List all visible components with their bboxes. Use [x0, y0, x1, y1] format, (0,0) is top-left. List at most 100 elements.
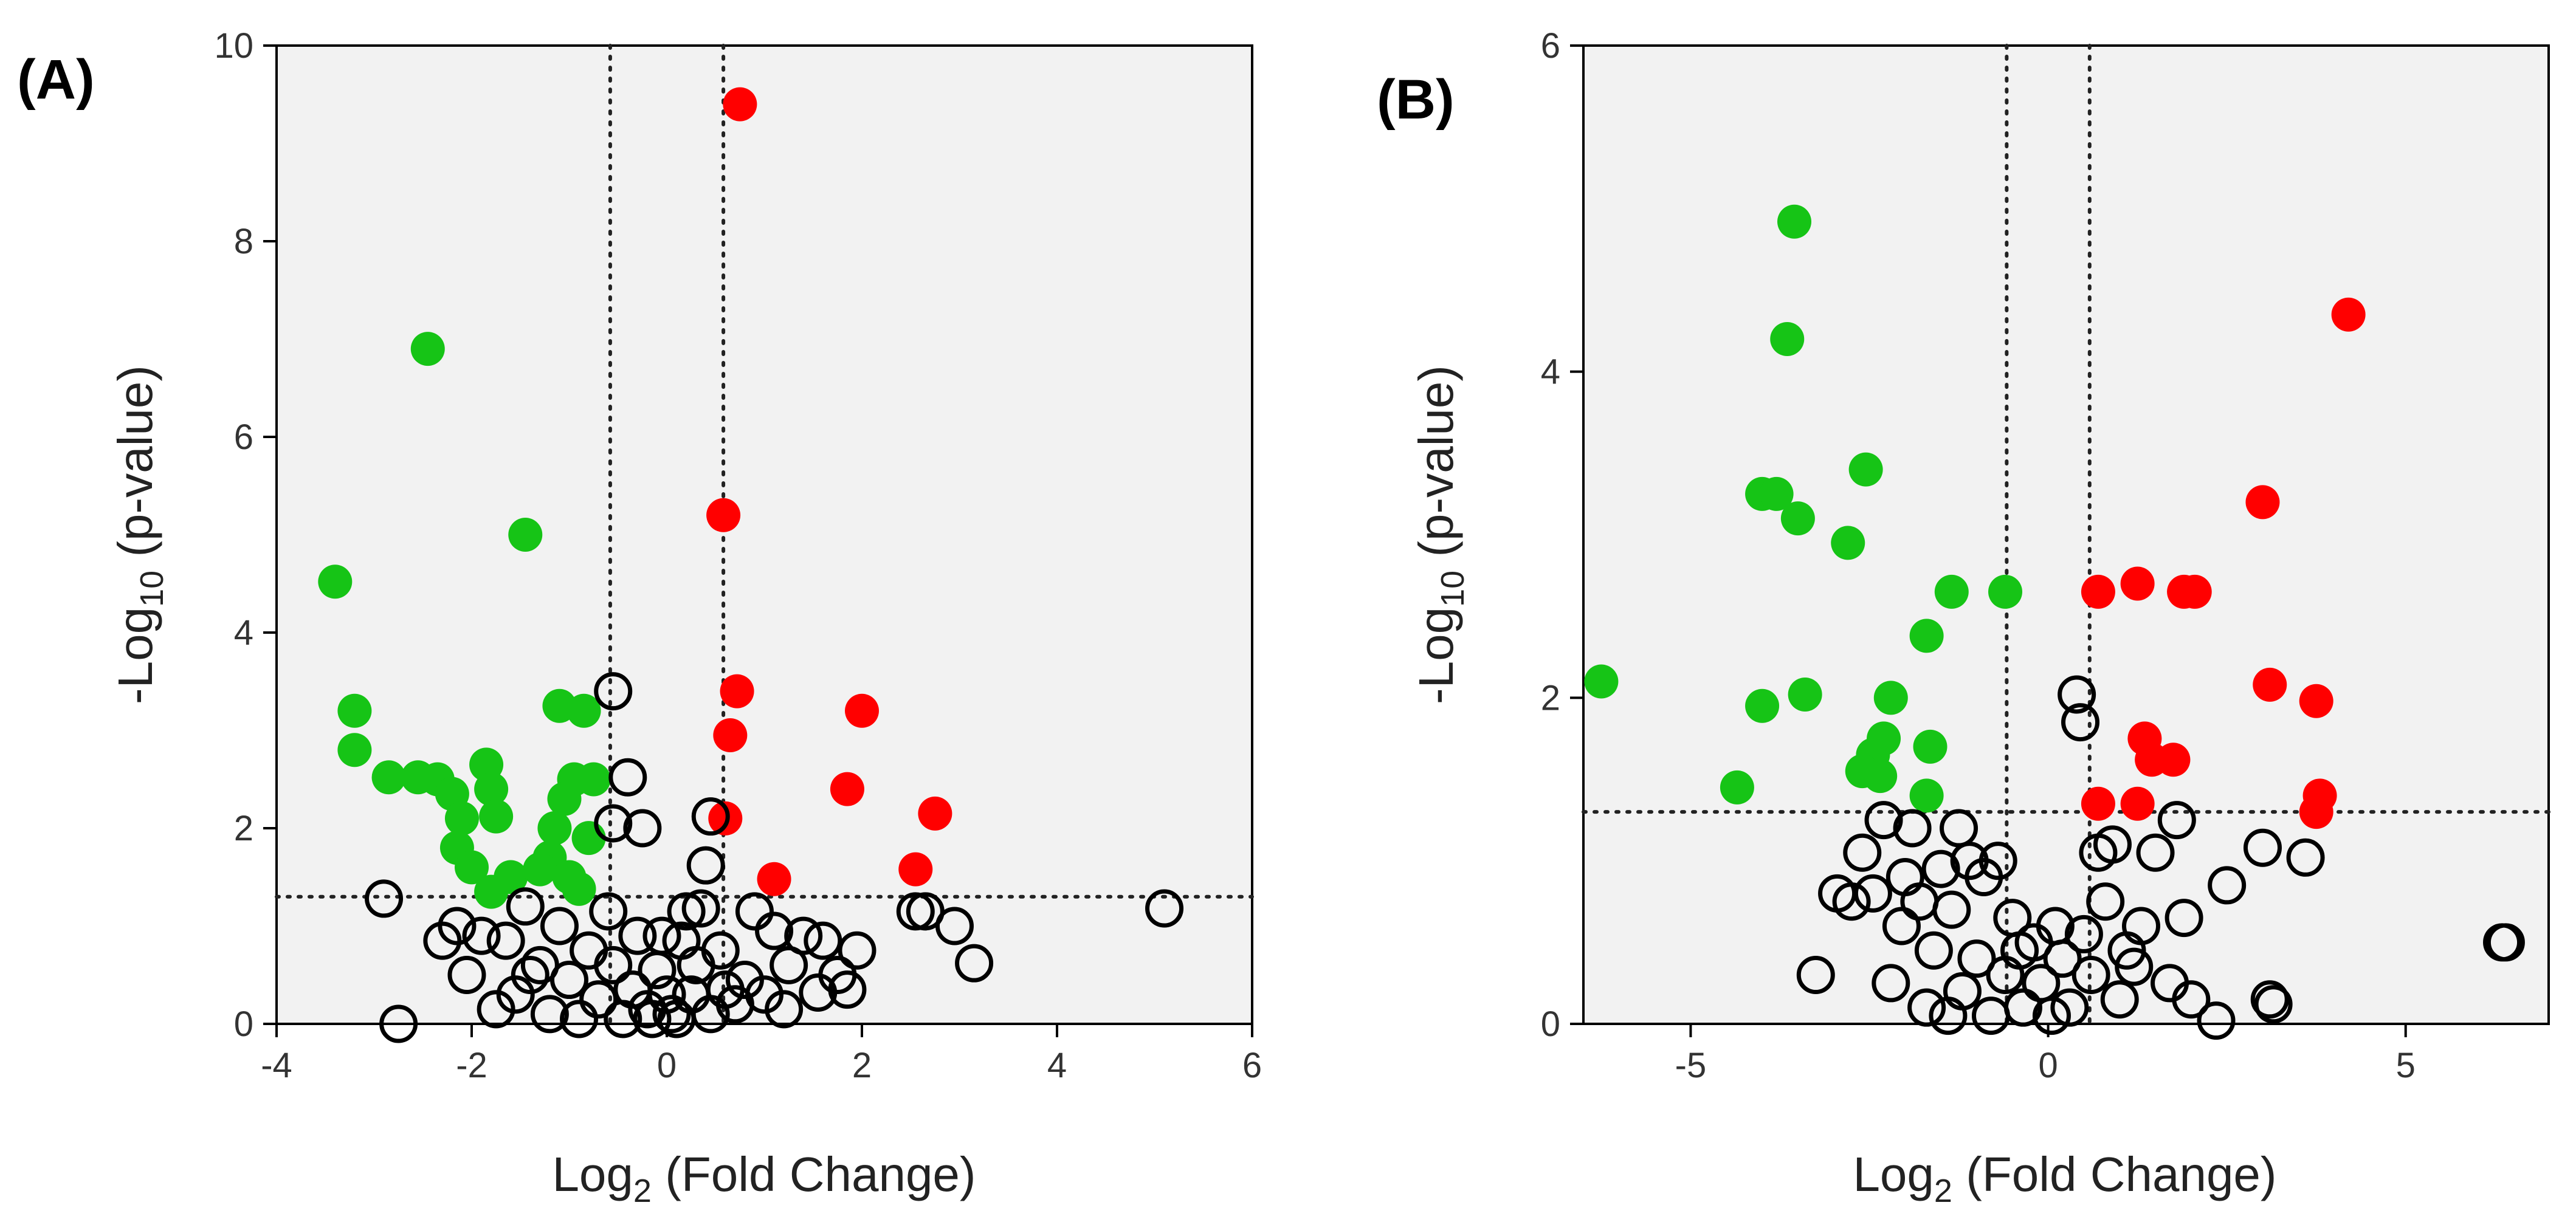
panel-a-point-not-significant — [647, 975, 686, 1014]
panel-b-point-downregulated — [1848, 452, 1883, 487]
panel-a-point-not-significant — [560, 1000, 599, 1038]
panel-b-point-not-significant — [2164, 899, 2203, 938]
panel-b-point-not-significant — [1843, 833, 1882, 872]
panel-a-point-not-significant — [618, 916, 657, 955]
panel-a-point-not-significant — [623, 809, 662, 848]
panel-b-point-not-significant — [2115, 947, 2154, 986]
panel-b-point-not-significant — [2050, 988, 2089, 1027]
panel-b-point-not-significant — [1796, 956, 1835, 994]
panel-a-point-not-significant — [496, 975, 535, 1014]
panel-b-point-downregulated — [1777, 204, 1812, 239]
panel-a-point-downregulated — [337, 693, 372, 728]
panel-a-y-axis-title-main: -Log — [108, 607, 162, 704]
panel-b-point-not-significant — [1914, 931, 1953, 970]
panel-b-label: (B) — [1377, 69, 1455, 131]
panel-a-point-not-significant — [486, 921, 525, 960]
panel-a-point-upregulated — [720, 674, 754, 709]
panel-a-point-not-significant — [608, 758, 647, 797]
panel-b-x-tick-label: 0 — [2038, 1046, 2058, 1085]
panel-a-y-tick-label: 2 — [234, 809, 253, 848]
panel-a-y-tick-label: 6 — [234, 417, 253, 457]
panel-a-marks: -4 -2 0 2 4 6 0 2 4 6 8 10 — [214, 26, 1262, 1085]
panel-b-point-downregulated — [1745, 688, 1780, 723]
panel-a-point-not-significant — [770, 945, 808, 984]
panel-a-point-upregulated — [918, 796, 952, 831]
panel-a-point-downregulated — [562, 871, 596, 906]
panel-a-point-not-significant — [725, 961, 764, 1000]
panel-a-point-upregulated — [898, 852, 933, 887]
panel-b-y-axis-title-rest: (p-value) — [1409, 365, 1463, 571]
panel-a-point-upregulated — [830, 772, 864, 806]
panel-a-x-axis-title-sub: 2 — [633, 1173, 652, 1209]
panel-b-point-downregulated — [1913, 729, 1947, 764]
panel-b-point-not-significant — [1864, 801, 1903, 840]
panel-a-point-not-significant — [1145, 889, 1184, 928]
panel-b-point-not-significant — [2022, 964, 2061, 1003]
panel-a-x-tick-label: -4 — [261, 1046, 292, 1085]
panel-a-point-not-significant — [828, 970, 867, 1009]
panel-b-point-not-significant — [2036, 907, 2075, 945]
panel-a-point-downregulated — [576, 762, 611, 797]
panel-a-point-downregulated — [523, 852, 557, 887]
panel-b-x-axis-title-main: Log — [1853, 1147, 1934, 1201]
panel-a-point-not-significant — [745, 975, 783, 1014]
panel-a-point-downregulated — [494, 860, 528, 894]
panel-a-point-not-significant — [667, 892, 706, 931]
panel-b-point-upregulated — [2120, 786, 2155, 821]
panel-a-point-not-significant — [691, 797, 730, 836]
panel-a-point-not-significant — [423, 921, 462, 960]
panel-a-y-tick-label: 8 — [234, 222, 253, 261]
panel-b-point-not-significant — [1957, 939, 1996, 978]
panel-a-point-not-significant — [955, 944, 994, 983]
panel-b-y-axis-title: -Log10 (p-value) — [1409, 365, 1471, 704]
panel-a-x-axis-title: Log2 (Fold Change) — [552, 1147, 976, 1209]
panel-a-x-tick-label: 0 — [657, 1046, 677, 1085]
panel-b-point-not-significant — [2151, 964, 2189, 1003]
panel-b-point-downregulated — [1934, 574, 1969, 609]
panel-b-point-not-significant — [2250, 980, 2289, 1019]
panel-a-point-upregulated — [713, 718, 748, 753]
panel-b-point-not-significant — [1886, 858, 1924, 896]
panel-b-point-not-significant — [2064, 914, 2103, 953]
panel-a-point-not-significant — [906, 892, 945, 931]
panel-b-point-not-significant — [1907, 988, 1946, 1027]
panel-b-point-not-significant — [2000, 931, 2039, 970]
panel-b-point-not-significant — [2243, 828, 2282, 867]
panel-b-point-not-significant — [1921, 849, 1960, 888]
panel-a-point-downregulated — [444, 801, 479, 836]
panel-b-point-not-significant — [2197, 1001, 2236, 1040]
panel-b-y-tick-label: 2 — [1541, 678, 1560, 718]
panel-a-point-not-significant — [642, 916, 681, 955]
panel-b-point-not-significant — [2086, 882, 2125, 921]
panel-a-point-downregulated — [537, 811, 572, 845]
panel-b-point-not-significant — [1872, 964, 1910, 1003]
panel-a-y-axis-title-sub: 10 — [134, 571, 170, 607]
panel-b-point-not-significant — [2286, 838, 2325, 877]
panel-b-point-upregulated — [2081, 574, 2115, 609]
panel-b-point-upregulated — [2331, 297, 2366, 332]
panel-b-point-downregulated — [1873, 681, 1908, 715]
panel-a-point-not-significant — [579, 980, 618, 1019]
panel-b-point-downregulated — [1863, 759, 1898, 794]
panel-a-point-upregulated — [723, 87, 757, 122]
panel-b-point-upregulated — [2245, 485, 2280, 520]
panel-a-point-not-significant — [896, 892, 935, 931]
panel-b-x-axis-title-sub: 2 — [1934, 1173, 1952, 1209]
panel-b-y-tick-label: 0 — [1541, 1004, 1560, 1044]
panel-a-point-not-significant — [462, 916, 501, 955]
panel-a-y-tick-label: 0 — [234, 1004, 253, 1044]
panel-b-point-not-significant — [1818, 874, 1857, 913]
panel-a-point-not-significant — [511, 956, 549, 994]
panel-b-point-not-significant — [1971, 997, 2010, 1035]
panel-a-point-not-significant — [686, 846, 725, 885]
panel-b-point-downregulated — [1780, 501, 1815, 536]
panel-b-point-not-significant — [2136, 833, 2175, 872]
panel-b-point-not-significant — [2100, 980, 2139, 1019]
panel-b-point-not-significant — [2061, 703, 2100, 742]
panel-a-point-downregulated — [455, 850, 489, 885]
panel-b-point-not-significant — [1893, 809, 1932, 848]
panel-b-point-not-significant — [1940, 809, 1978, 848]
